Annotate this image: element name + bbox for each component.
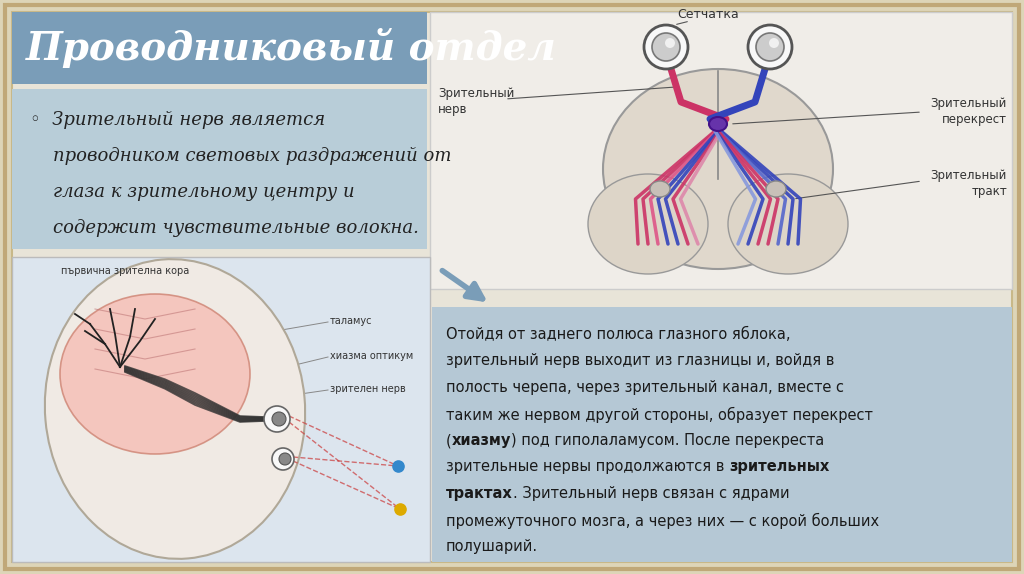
Text: таламус: таламус: [330, 316, 373, 326]
Ellipse shape: [728, 174, 848, 274]
FancyBboxPatch shape: [12, 12, 427, 84]
Circle shape: [279, 453, 291, 465]
Ellipse shape: [650, 181, 670, 197]
Text: Зрительный
тракт: Зрительный тракт: [931, 169, 1007, 199]
Text: ) под гиполаламусом. После перекреста: ) под гиполаламусом. После перекреста: [511, 433, 824, 448]
Text: Отойдя от заднего полюса глазного яблока,: Отойдя от заднего полюса глазного яблока…: [446, 327, 791, 342]
FancyBboxPatch shape: [12, 12, 1012, 562]
Circle shape: [748, 25, 792, 69]
Text: таким же нервом другой стороны, образует перекрест: таким же нервом другой стороны, образует…: [446, 406, 872, 422]
Text: . Зрительный нерв связан с ядрами: . Зрительный нерв связан с ядрами: [513, 486, 790, 501]
Text: глаза к зрительному центру и: глаза к зрительному центру и: [30, 183, 354, 201]
Point: [392, 505, 409, 514]
FancyBboxPatch shape: [430, 12, 1012, 289]
Text: Проводниковый отдел: Проводниковый отдел: [26, 28, 557, 68]
Ellipse shape: [60, 294, 250, 454]
Text: хиазма оптикум: хиазма оптикум: [330, 351, 414, 361]
Text: содержит чувствительные волокна.: содержит чувствительные волокна.: [30, 219, 419, 237]
Circle shape: [756, 33, 784, 61]
Text: зрительный нерв выходит из глазницы и, войдя в: зрительный нерв выходит из глазницы и, в…: [446, 354, 835, 369]
Text: зрительные нервы продолжаются в: зрительные нервы продолжаются в: [446, 460, 729, 475]
Circle shape: [769, 38, 779, 48]
Text: полушарий.: полушарий.: [446, 539, 539, 554]
Circle shape: [665, 38, 675, 48]
FancyBboxPatch shape: [5, 5, 1019, 569]
Ellipse shape: [588, 174, 708, 274]
Ellipse shape: [709, 117, 727, 131]
Text: Зрительный
нерв: Зрительный нерв: [438, 87, 514, 117]
Ellipse shape: [603, 69, 833, 269]
Text: Сетчатка: Сетчатка: [677, 8, 739, 21]
Text: зрительных: зрительных: [729, 460, 829, 475]
Text: ◦  Зрительный нерв является: ◦ Зрительный нерв является: [30, 111, 326, 129]
FancyBboxPatch shape: [432, 307, 1012, 562]
Text: хиазму: хиазму: [452, 433, 511, 448]
Text: полость черепа, через зрительный канал, вместе с: полость черепа, через зрительный канал, …: [446, 380, 844, 395]
Text: първична зрителна кора: първична зрителна кора: [60, 266, 189, 276]
Text: Зрительный
перекрест: Зрительный перекрест: [931, 98, 1007, 126]
Ellipse shape: [45, 259, 305, 559]
Circle shape: [652, 33, 680, 61]
Ellipse shape: [766, 181, 786, 197]
Text: (: (: [446, 433, 452, 448]
Text: зрителен нерв: зрителен нерв: [330, 384, 406, 394]
Circle shape: [272, 448, 294, 470]
FancyBboxPatch shape: [12, 89, 427, 249]
FancyBboxPatch shape: [12, 257, 430, 562]
Text: проводником световых раздражений от: проводником световых раздражений от: [30, 147, 452, 165]
Circle shape: [264, 406, 290, 432]
Circle shape: [272, 412, 286, 426]
Text: промежуточного мозга, а через них — с корой больших: промежуточного мозга, а через них — с ко…: [446, 513, 880, 529]
Text: трактах: трактах: [446, 486, 513, 501]
Circle shape: [644, 25, 688, 69]
Point: [390, 461, 407, 471]
